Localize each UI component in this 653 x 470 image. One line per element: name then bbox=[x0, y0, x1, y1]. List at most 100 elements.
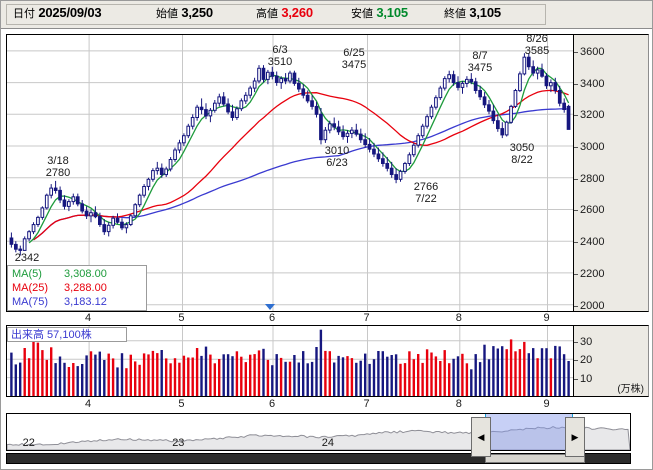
volume-axis-tick bbox=[574, 341, 578, 343]
volume-month-label: 6 bbox=[268, 398, 276, 410]
open-label: 始値 bbox=[156, 8, 178, 20]
annotation-line-1: 3010 bbox=[324, 145, 350, 157]
horizontal-scrollbar[interactable] bbox=[6, 453, 631, 464]
volume-axis: (万株) 30 20 10 bbox=[574, 325, 649, 397]
close-value: 3,105 bbox=[469, 5, 501, 20]
annotation-line-1: 6/3 bbox=[272, 44, 288, 56]
price-axis-label: 3400 bbox=[580, 77, 605, 90]
overview-year-label: 24 bbox=[321, 437, 334, 449]
ma-legend-name: MA(25) bbox=[12, 282, 49, 294]
date-value: 2025/09/03 bbox=[38, 5, 102, 20]
price-annotation: 3/18 2780 bbox=[45, 155, 71, 179]
price-annotation: 8/7 3475 bbox=[467, 50, 493, 74]
month-label: 4 bbox=[85, 312, 92, 324]
ma-legend-value: 3,183.12 bbox=[64, 296, 107, 308]
annotation-line-2: 3510 bbox=[267, 55, 293, 68]
annotation-line-2: 3585 bbox=[524, 44, 550, 57]
position-marker-icon bbox=[264, 304, 275, 310]
price-chart-svg bbox=[7, 35, 573, 311]
price-axis-label: 3200 bbox=[580, 109, 605, 122]
volume-month-label: 8 bbox=[455, 398, 462, 410]
date-field: 日付 2025/09/03 bbox=[13, 5, 102, 21]
price-axis-label: 2000 bbox=[580, 299, 605, 312]
price-axis-label: 2200 bbox=[580, 267, 605, 280]
price-axis-tick bbox=[574, 242, 578, 244]
low-field: 安値 3,105 bbox=[351, 5, 408, 21]
price-annotation: 8/26 3585 bbox=[524, 33, 550, 57]
price-annotation: 2766 7/22 bbox=[413, 181, 439, 205]
date-label: 日付 bbox=[13, 8, 35, 20]
annotation-line-1: 2342 bbox=[14, 252, 40, 264]
volume-month-axis-labels: 4 5 6 7 8 9 bbox=[6, 398, 574, 411]
price-axis: 3600 3400 3200 3000 2800 2600 2400 2200 2000 bbox=[574, 34, 649, 312]
high-field: 高値 3,260 bbox=[256, 5, 313, 21]
month-label: 5 bbox=[178, 312, 185, 324]
price-axis-tick bbox=[574, 51, 578, 53]
overview-chart[interactable]: 22232425 bbox=[6, 413, 631, 451]
price-annotation: 6/3 3510 bbox=[267, 44, 293, 68]
low-label: 安値 bbox=[351, 8, 373, 20]
annotation-line-1: 2766 bbox=[413, 181, 439, 193]
ma-legend-name: MA(75) bbox=[12, 296, 49, 308]
overview-year-label: 22 bbox=[22, 437, 35, 449]
annotation-line-1: 3/18 bbox=[47, 155, 69, 167]
volume-month-label: 4 bbox=[85, 398, 92, 410]
high-label: 高値 bbox=[256, 8, 278, 20]
price-axis-tick bbox=[574, 115, 578, 117]
annotation-line-2: 7/22 bbox=[415, 192, 437, 205]
volume-axis-label: 10 bbox=[580, 372, 593, 385]
price-axis-label: 2800 bbox=[580, 172, 605, 185]
close-label: 終値 bbox=[444, 8, 466, 20]
annotation-line-2: 6/23 bbox=[326, 156, 348, 169]
price-annotation: 3050 8/22 bbox=[509, 142, 535, 166]
ma-legend-name: MA(5) bbox=[12, 268, 42, 280]
moving-average-legend: MA(5) 3,308.00 MA(25) 3,288.00 MA(75) 3,183.1… bbox=[7, 265, 147, 311]
annotation-line-2: 8/22 bbox=[511, 153, 533, 166]
price-annotation: 3010 6/23 bbox=[324, 145, 350, 169]
volume-chart-svg bbox=[7, 326, 573, 396]
overview-selection[interactable] bbox=[485, 414, 573, 450]
annotation-line-2: 3475 bbox=[467, 61, 493, 74]
high-value: 3,260 bbox=[281, 5, 313, 20]
price-axis-tick bbox=[574, 273, 578, 275]
overview-year-label: 23 bbox=[172, 437, 185, 449]
close-field: 終値 3,105 bbox=[444, 5, 501, 21]
ma-legend-value: 3,308.00 bbox=[64, 268, 107, 280]
month-label: 7 bbox=[363, 312, 370, 324]
price-axis-label: 2600 bbox=[580, 204, 605, 217]
price-axis-label: 2400 bbox=[580, 236, 605, 249]
month-label: 6 bbox=[268, 312, 276, 324]
open-value: 3,250 bbox=[181, 5, 213, 20]
low-value: 3,105 bbox=[376, 5, 408, 20]
quote-header: 日付 2025/09/03 始値 3,250 高値 3,260 安値 3,105… bbox=[1, 1, 652, 29]
month-axis-labels: 4 5 6 7 8 9 bbox=[6, 312, 574, 325]
annotation-line-1: 8/7 bbox=[472, 50, 488, 62]
month-label: 8 bbox=[455, 312, 462, 324]
ma-legend-row: MA(25) 3,288.00 bbox=[12, 282, 107, 294]
volume-unit-label: (万株) bbox=[617, 384, 644, 395]
annotation-line-2: 3475 bbox=[341, 58, 367, 71]
volume-axis-tick bbox=[574, 360, 578, 362]
right-arrow-icon[interactable]: ▶ bbox=[565, 417, 585, 457]
price-axis-label: 3000 bbox=[580, 141, 605, 154]
ma-legend-value: 3,288.00 bbox=[64, 282, 107, 294]
range-selector[interactable]: 22232425 ◀ ▶ bbox=[6, 413, 649, 465]
volume-month-label: 5 bbox=[178, 398, 185, 410]
volume-axis-label: 20 bbox=[580, 354, 593, 367]
volume-month-label: 7 bbox=[363, 398, 370, 410]
annotation-line-1: 6/25 bbox=[343, 47, 365, 59]
price-axis-label: 3600 bbox=[580, 45, 605, 58]
volume-month-label: 9 bbox=[543, 398, 550, 410]
ma-legend-row: MA(5) 3,308.00 bbox=[12, 268, 107, 280]
annotation-line-2: 2780 bbox=[45, 166, 71, 179]
price-axis-tick bbox=[574, 178, 578, 180]
annotation-line-1: 8/26 bbox=[526, 33, 548, 45]
left-arrow-icon[interactable]: ◀ bbox=[471, 417, 491, 457]
volume-axis-label: 30 bbox=[580, 335, 593, 348]
price-axis-tick bbox=[574, 147, 578, 149]
annotation-line-1: 3050 bbox=[509, 142, 535, 154]
price-axis-tick bbox=[574, 210, 578, 212]
open-field: 始値 3,250 bbox=[156, 5, 213, 21]
scrollbar-thumb[interactable] bbox=[485, 454, 585, 463]
